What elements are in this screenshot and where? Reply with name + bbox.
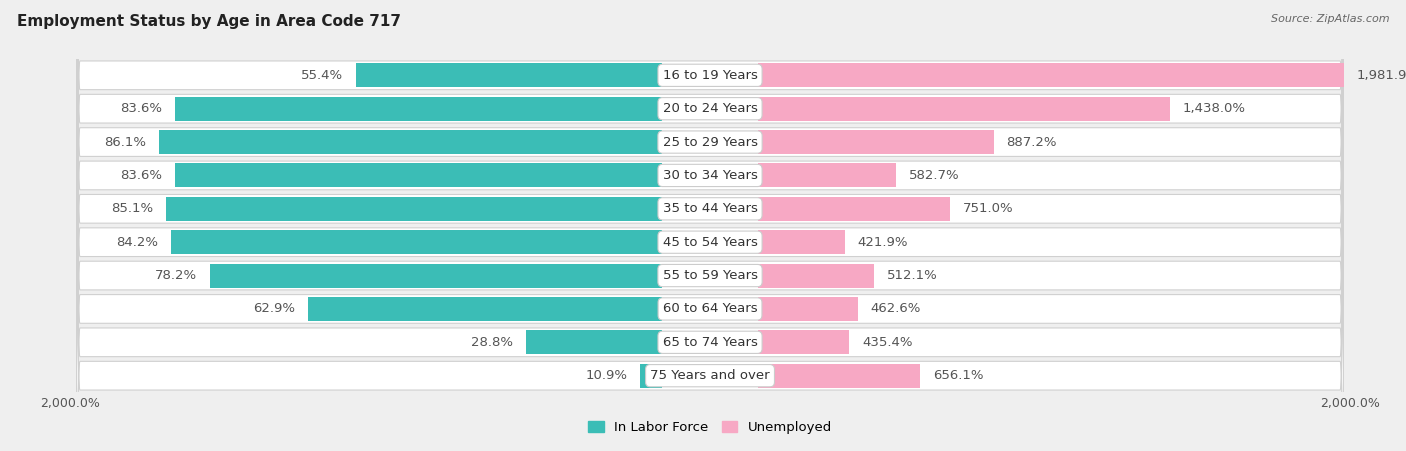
Text: 512.1%: 512.1% (887, 269, 938, 282)
Text: 85.1%: 85.1% (111, 202, 153, 215)
Bar (166, 197, 662, 221)
Text: 582.7%: 582.7% (910, 169, 960, 182)
Bar (308, 297, 662, 321)
Text: 28.8%: 28.8% (471, 336, 513, 349)
FancyBboxPatch shape (77, 0, 1343, 395)
Bar (159, 130, 662, 154)
FancyBboxPatch shape (77, 0, 1343, 451)
Bar (758, 263, 875, 288)
Text: 1,438.0%: 1,438.0% (1182, 102, 1246, 115)
FancyBboxPatch shape (77, 0, 1343, 451)
Bar (758, 364, 920, 388)
Text: 30 to 34 Years: 30 to 34 Years (662, 169, 758, 182)
Bar (758, 130, 994, 154)
Text: 62.9%: 62.9% (253, 303, 295, 315)
FancyBboxPatch shape (77, 0, 1343, 451)
Text: 45 to 54 Years: 45 to 54 Years (662, 236, 758, 249)
Text: 751.0%: 751.0% (963, 202, 1014, 215)
Text: 656.1%: 656.1% (932, 369, 983, 382)
Bar (758, 230, 845, 254)
Text: Source: ZipAtlas.com: Source: ZipAtlas.com (1271, 14, 1389, 23)
Text: 25 to 29 Years: 25 to 29 Years (662, 136, 758, 148)
Text: Employment Status by Age in Area Code 717: Employment Status by Age in Area Code 71… (17, 14, 401, 28)
Bar (758, 163, 897, 188)
Text: 20 to 24 Years: 20 to 24 Years (662, 102, 758, 115)
Text: 887.2%: 887.2% (1007, 136, 1057, 148)
Bar (758, 97, 1170, 121)
Text: 55.4%: 55.4% (301, 69, 343, 82)
FancyBboxPatch shape (77, 56, 1343, 451)
FancyBboxPatch shape (77, 0, 1343, 451)
Text: 83.6%: 83.6% (121, 169, 163, 182)
Text: 55 to 59 Years: 55 to 59 Years (662, 269, 758, 282)
Text: 16 to 19 Years: 16 to 19 Years (662, 69, 758, 82)
Bar (758, 197, 950, 221)
Text: 65 to 74 Years: 65 to 74 Years (662, 336, 758, 349)
Text: 1,981.9%: 1,981.9% (1357, 69, 1406, 82)
FancyBboxPatch shape (77, 0, 1343, 451)
Text: 435.4%: 435.4% (862, 336, 912, 349)
FancyBboxPatch shape (77, 23, 1343, 451)
Bar (758, 330, 849, 354)
Text: 78.2%: 78.2% (155, 269, 197, 282)
Bar (176, 97, 662, 121)
Bar (758, 297, 858, 321)
Text: 75 Years and over: 75 Years and over (650, 369, 770, 382)
Bar (176, 163, 662, 188)
Text: 60 to 64 Years: 60 to 64 Years (662, 303, 758, 315)
Bar (209, 263, 662, 288)
Text: 86.1%: 86.1% (104, 136, 146, 148)
Legend: In Labor Force, Unemployed: In Labor Force, Unemployed (582, 415, 838, 439)
FancyBboxPatch shape (77, 0, 1343, 428)
Text: 83.6%: 83.6% (121, 102, 163, 115)
Text: 10.9%: 10.9% (585, 369, 627, 382)
Text: 84.2%: 84.2% (117, 236, 159, 249)
Text: 421.9%: 421.9% (858, 236, 908, 249)
Text: 35 to 44 Years: 35 to 44 Years (662, 202, 758, 215)
Bar (172, 230, 662, 254)
Text: 462.6%: 462.6% (870, 303, 921, 315)
Bar (640, 364, 662, 388)
FancyBboxPatch shape (77, 0, 1343, 451)
Bar (356, 63, 662, 87)
Bar (758, 63, 1344, 87)
Bar (526, 330, 662, 354)
